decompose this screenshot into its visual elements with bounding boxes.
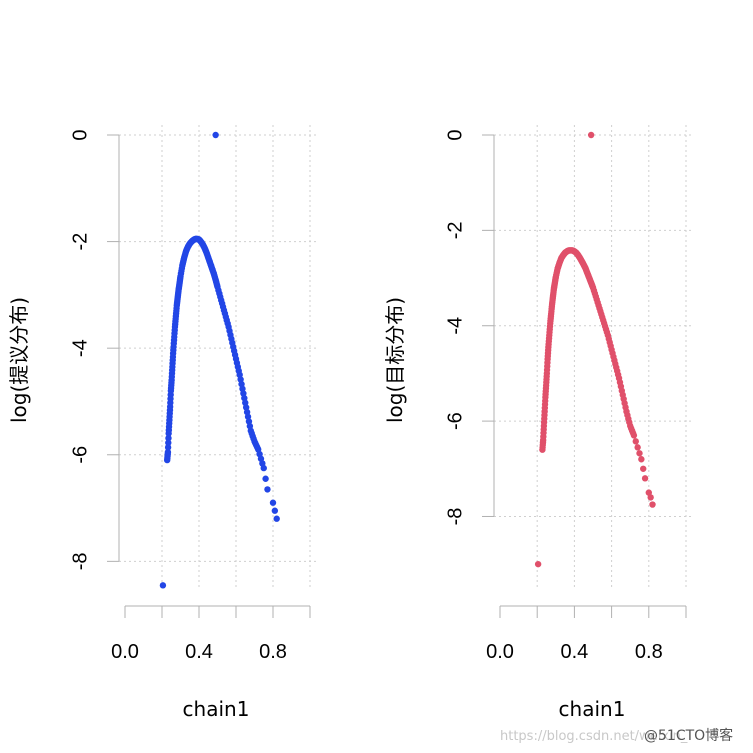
data-point <box>166 406 174 414</box>
right-scatter-panel: 0 -2 -4 -6 -8 0.0 0.4 0.8 chain1 log(目标分布) <box>383 125 692 721</box>
x-axis-title: chain1 <box>559 697 626 721</box>
data-point <box>611 357 618 364</box>
data-point <box>543 373 550 380</box>
data-point <box>544 359 551 366</box>
data-point <box>649 501 656 508</box>
data-point <box>534 560 542 568</box>
data-point <box>246 422 254 430</box>
data-point <box>212 131 219 139</box>
data-point <box>168 366 176 374</box>
data-point <box>647 494 654 501</box>
data-point <box>632 438 639 445</box>
data-point <box>596 305 603 312</box>
credit-label: @51CTO博客 <box>644 727 733 744</box>
data-point <box>262 475 269 482</box>
data-point <box>547 313 555 320</box>
data-point <box>168 379 175 387</box>
y-tick-label: -4 <box>444 317 466 335</box>
y-tick-label: -6 <box>444 412 466 430</box>
x-tick-label: 0.0 <box>486 641 514 663</box>
data-point <box>607 342 614 350</box>
data-point <box>636 450 643 457</box>
data-point <box>239 385 246 393</box>
x-tick-label: 0.8 <box>635 641 663 663</box>
data-point <box>213 281 221 289</box>
y-axis-title: log(目标分布) <box>383 297 407 423</box>
y-axis-title: log(提议分布) <box>7 297 31 423</box>
data-point <box>259 460 266 467</box>
left-scatter-panel: 0 -2 -4 -6 -8 0.0 0.4 0.8 chain1 log(提议分布) <box>7 125 316 721</box>
data-point <box>626 419 633 426</box>
data-point <box>164 444 172 451</box>
data-point <box>546 323 554 330</box>
data-point <box>541 411 548 419</box>
data-point <box>228 335 235 343</box>
data-point <box>629 429 637 437</box>
data-point <box>217 293 224 301</box>
data-point <box>165 434 172 442</box>
data-point <box>273 515 280 522</box>
data-point <box>172 315 179 323</box>
data-point <box>638 456 645 463</box>
data-point <box>220 307 228 314</box>
data-point <box>224 320 231 327</box>
y-tick-label: -4 <box>69 339 91 357</box>
y-tick-label: -2 <box>69 233 91 251</box>
data-point <box>600 317 607 324</box>
x-axis-title: chain1 <box>183 697 250 721</box>
x-tick-label: 0.4 <box>560 641 588 663</box>
data-point <box>269 499 277 506</box>
data-point <box>640 465 647 472</box>
data-point <box>164 450 171 458</box>
data-point <box>242 404 250 411</box>
data-point <box>254 444 261 451</box>
data-point <box>541 397 549 405</box>
y-tick-label: 0 <box>69 129 91 140</box>
data-point <box>271 507 279 514</box>
data-point <box>641 475 649 482</box>
data-point <box>159 582 167 589</box>
data-point <box>170 340 177 347</box>
data-point <box>169 353 177 361</box>
data-point <box>622 404 629 411</box>
y-tick-label: -8 <box>69 552 91 570</box>
data-point <box>539 439 547 446</box>
data-point <box>171 326 178 334</box>
data-point <box>603 329 611 336</box>
data-point <box>166 420 173 427</box>
x-tick-label: 0.4 <box>185 641 213 663</box>
data-point <box>264 486 271 493</box>
y-tick-label: -2 <box>444 221 466 239</box>
watermark-url: https://blog.csdn.net/weixin_ <box>500 729 688 744</box>
data-point <box>231 351 239 359</box>
y-tick-label: -6 <box>69 446 91 464</box>
y-tick-label: 0 <box>444 129 466 140</box>
y-tick-label: -8 <box>444 508 466 526</box>
data-point <box>614 371 622 378</box>
data-point <box>542 385 550 392</box>
data-point <box>587 131 595 139</box>
x-tick-label: 0.8 <box>259 641 287 663</box>
data-point <box>634 444 641 451</box>
data-point <box>544 346 552 354</box>
data-point <box>235 367 242 375</box>
data-point <box>618 387 626 394</box>
data-point <box>167 391 174 399</box>
data-point <box>592 293 599 300</box>
data-point <box>165 439 172 446</box>
x-tick-label: 0.0 <box>111 641 139 663</box>
data-point <box>545 335 553 342</box>
data-point <box>540 426 547 433</box>
data-point <box>173 305 180 312</box>
